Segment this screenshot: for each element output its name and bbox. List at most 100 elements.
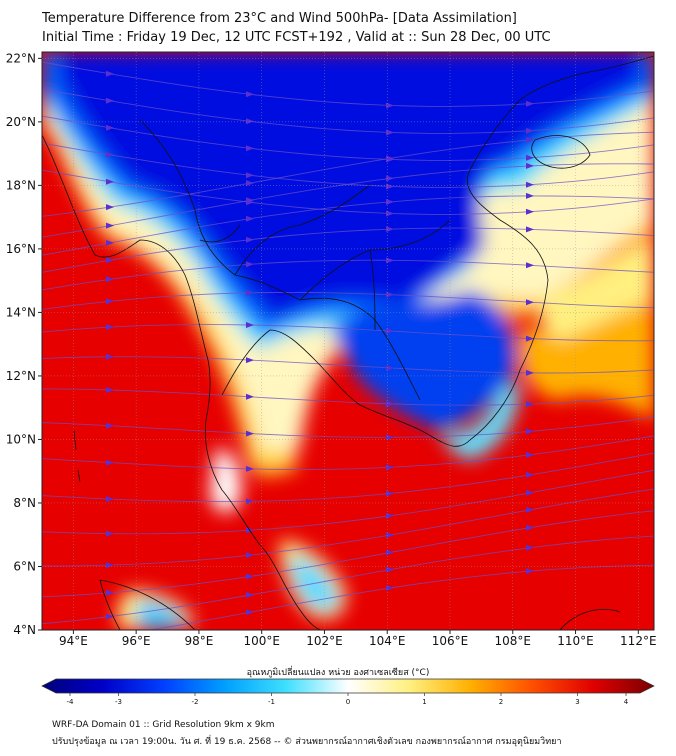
streamline [42,169,654,215]
wind-arrow [246,592,254,599]
wind-arrow [386,566,394,573]
wind-arrow [106,222,114,229]
streamline [42,259,654,291]
wind-arrow [106,204,114,211]
wind-arrow [526,208,534,215]
lat-label: 22°N [6,51,36,65]
wind-arrow [526,226,534,233]
wind-arrow [386,490,394,497]
wind-arrow [666,465,674,471]
wind-arrow [106,613,114,620]
wind-arrow [666,532,674,538]
streamline [42,388,654,406]
wind-arrow [246,172,254,179]
wind-arrow [666,506,674,512]
streamline [42,291,654,310]
wind-arrow [246,197,254,204]
wind-arrow [106,589,114,596]
wind-arrow [106,178,114,185]
wind-arrow [666,366,674,372]
lon-label: 112°E [620,634,657,648]
streamline [42,535,654,625]
wind-arrow [666,447,674,453]
wind-streamlines [42,61,674,630]
wind-arrow [246,261,254,268]
streamline [42,88,654,134]
wind-arrow [106,324,114,331]
lat-label: 12°N [6,369,36,383]
wind-arrow [666,484,674,490]
wind-arrow [386,102,394,109]
wind-arrow [526,369,534,376]
wind-arrow [246,609,254,616]
wind-arrow [386,400,394,407]
wind-arrow [666,161,674,167]
wind-arrow [246,430,254,437]
colorbar-tick-label: 4 [624,698,629,706]
wind-arrow [246,118,254,125]
wind-arrow [386,434,394,441]
lat-label: 8°N [13,496,36,510]
wind-arrow [526,162,534,169]
wind-arrow [526,489,534,496]
footer-model-info: WRF-DA Domain 01 :: Grid Resolution 9km … [52,720,275,730]
wind-arrow [526,401,534,408]
lat-label: 20°N [6,115,36,129]
wind-arrow [386,549,394,556]
wind-arrow [526,544,534,551]
lat-label: 6°N [13,559,36,573]
streamline [42,115,654,161]
wind-arrow [666,562,674,568]
wind-arrow [666,113,674,119]
wind-arrow [386,129,394,136]
wind-arrow [106,496,114,503]
wind-arrow [666,391,674,397]
wind-arrow [106,353,114,360]
wind-arrow [526,136,534,143]
colorbar: -4 -3 -2 -1 0 1 2 3 4 [41,678,655,706]
wind-arrow [246,215,254,222]
wind-arrow [666,270,674,276]
wind-arrow [526,506,534,513]
lon-label: 106°E [432,634,469,648]
colorbar-tick-label: -1 [268,698,275,706]
wind-arrow [526,299,534,306]
streamline [42,195,654,256]
wind-arrow [106,459,114,466]
footer-credit: ปรับปรุงข้อมูล ณ เวลา 19:00น. วัน ศ. ที่… [52,737,562,747]
map-title-line1: Temperature Difference from 23°C and Win… [42,11,517,26]
wind-arrow [386,291,394,298]
colorbar-tick-label: 2 [499,698,503,706]
lon-label: 108°E [495,634,532,648]
wind-arrow [246,552,254,559]
wind-arrow [526,181,534,188]
streamline [42,356,654,374]
streamline [42,163,654,238]
wind-arrow [386,364,394,371]
colorbar-tick-label: 0 [346,698,350,706]
lon-label: 98°E [184,634,213,648]
wind-arrow [526,451,534,458]
wind-arrow [246,236,254,243]
wind-arrow [666,140,674,146]
streamline [42,324,654,342]
wind-arrow [106,151,114,158]
colorbar-label: อุณหภูมิเปลี่ยนแปลง หน่วย องศาเซลเซียส (… [246,668,430,678]
wind-arrow [386,155,394,162]
longitude-labels: 94°E 96°E 98°E 100°E 102°E 104°E 106°E 108°E 110… [59,634,657,648]
wind-arrow [386,175,394,182]
wind-arrow [106,386,114,393]
wind-arrow [526,127,534,134]
streamline [42,227,654,273]
wind-arrow [106,97,114,104]
lat-label: 10°N [6,432,36,446]
lon-label: 104°E [369,634,406,648]
wind-arrow [666,167,674,173]
wind-arrow [666,305,674,311]
wind-arrow [526,524,534,531]
wind-arrow [246,357,254,364]
wind-arrow [526,428,534,435]
wind-arrow [666,197,674,203]
wind-arrow [246,145,254,152]
